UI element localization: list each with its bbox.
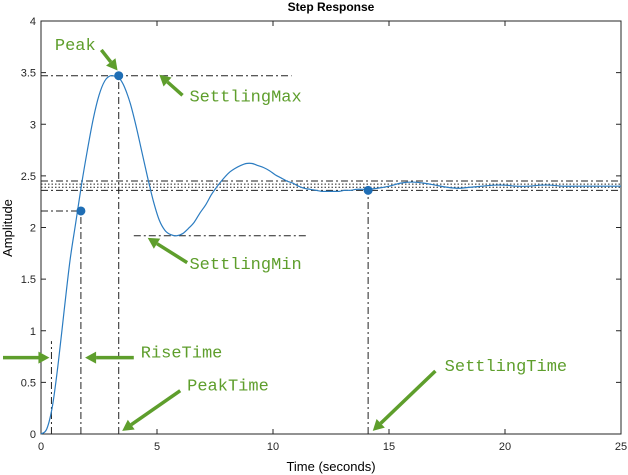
- annotation-arrowhead: [85, 351, 97, 364]
- annotation-arrow: [130, 389, 182, 427]
- characteristic-marker: [363, 185, 373, 195]
- y-tick-label: 1.5: [21, 274, 36, 286]
- y-tick-label: 0.5: [21, 377, 36, 389]
- x-tick-label: 15: [383, 441, 395, 453]
- annotation-arrow: [156, 242, 189, 265]
- plot-frame: [40, 20, 622, 435]
- annotation-arrow: [166, 80, 184, 97]
- x-tick-label: 20: [499, 441, 511, 453]
- characteristic-marker: [114, 71, 124, 81]
- annotation-label: PeakTime: [187, 378, 269, 397]
- y-tick-label: 2: [30, 223, 36, 235]
- x-tick-label: 5: [154, 441, 160, 453]
- annotation-label: RiseTime: [141, 345, 223, 364]
- annotation-arrowhead: [122, 419, 135, 431]
- annotation-label: SettlingMax: [189, 89, 301, 108]
- y-tick-label: 2.5: [21, 171, 36, 183]
- annotation-label: Peak: [55, 37, 96, 56]
- annotation-arrowhead: [372, 418, 385, 431]
- annotation-arrowhead: [159, 74, 172, 87]
- y-tick-label: 3.5: [21, 68, 36, 80]
- x-tick-label: 25: [615, 441, 627, 453]
- annotation-arrowhead: [106, 58, 118, 71]
- y-axis-label: Amplitude: [0, 199, 15, 257]
- y-tick-label: 4: [30, 16, 36, 28]
- y-tick-label: 1: [30, 326, 36, 338]
- x-tick-label: 0: [38, 441, 44, 453]
- y-tick-label: 3: [30, 119, 36, 131]
- plot-area: 0 5 10 15 20 25 0 0.5 1 1.5 2 2.5 3 3.5 4 Peak SettlingM…: [3, 16, 627, 453]
- y-tick-label: 0: [30, 429, 36, 441]
- annotation-arrow: [99, 48, 113, 63]
- annotation-label: SettlingTime: [445, 358, 567, 377]
- chart-title: Step Response: [288, 0, 375, 14]
- annotation-label: SettlingMin: [189, 256, 301, 275]
- annotation-arrowhead: [38, 351, 50, 364]
- x-axis-label: Time (seconds): [286, 459, 375, 474]
- annotation-arrow: [379, 369, 437, 425]
- x-tick-label: 10: [267, 441, 279, 453]
- annotation-arrowhead: [147, 237, 161, 249]
- characteristic-marker: [76, 206, 86, 216]
